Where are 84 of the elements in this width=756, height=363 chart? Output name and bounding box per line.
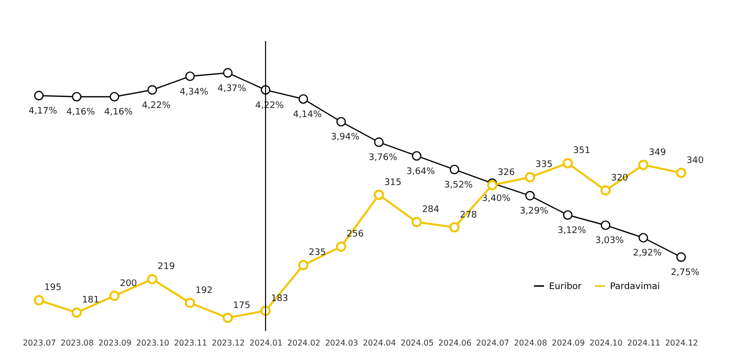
point <box>147 85 158 95</box>
data-label: 315 <box>384 178 402 188</box>
point <box>525 190 535 200</box>
point <box>374 190 384 200</box>
data-label: 4,17% <box>28 106 58 117</box>
x-tick-label: 2023.10 <box>136 338 170 348</box>
data-label: 3,03% <box>595 236 624 246</box>
x-tick-label: 2024.12 <box>665 338 698 348</box>
x-tick-label: 2024.05 <box>400 338 434 348</box>
x-tick-label: 2024.10 <box>590 338 623 348</box>
point <box>562 158 573 168</box>
data-label: 326 <box>498 168 516 178</box>
data-label: 200 <box>120 278 138 289</box>
point <box>222 68 233 78</box>
x-tick-label: 2024.03 <box>325 338 358 348</box>
x-tick-label: 2023.07 <box>22 338 56 348</box>
data-label: 340 <box>686 156 704 166</box>
point <box>336 241 346 252</box>
x-tick-label: 2023.11 <box>174 338 208 348</box>
point <box>562 210 573 220</box>
data-label: 2,92% <box>633 248 662 259</box>
point <box>374 137 384 147</box>
data-label: 195 <box>44 283 62 294</box>
point <box>412 151 422 161</box>
data-label: 3,64% <box>406 166 436 177</box>
point <box>71 307 82 318</box>
x-tick-label: 2023.12 <box>212 338 245 348</box>
x-tick-label: 2024.09 <box>552 338 585 348</box>
data-label: 4,34% <box>180 87 209 98</box>
point <box>298 260 309 270</box>
data-label: 349 <box>648 148 666 158</box>
data-label: 3,76% <box>368 153 398 164</box>
legend-label: Euribor <box>549 282 582 292</box>
point <box>222 312 233 323</box>
x-tick-label: 2024.11 <box>627 338 660 348</box>
point <box>487 180 498 190</box>
data-label: 175 <box>233 300 250 311</box>
point <box>185 71 195 82</box>
point <box>450 164 460 174</box>
x-tick-label: 2023.08 <box>60 338 94 348</box>
point <box>638 160 649 170</box>
data-label: 351 <box>573 146 590 156</box>
point <box>638 232 648 243</box>
data-label: 284 <box>422 205 440 216</box>
point <box>600 220 610 230</box>
x-tick-label: 2023.09 <box>98 338 132 348</box>
data-label: 4,14% <box>293 110 322 120</box>
data-label: 4,22% <box>142 100 171 111</box>
data-label: 3,29% <box>520 206 549 217</box>
point <box>524 172 536 182</box>
data-label: 219 <box>158 262 176 272</box>
x-tick-label: 2024.01 <box>250 338 283 348</box>
point <box>110 92 120 102</box>
data-label: 3,94% <box>330 132 360 143</box>
point <box>34 90 44 100</box>
data-label: 3,12% <box>557 226 587 236</box>
data-label: 335 <box>535 160 553 170</box>
x-tick-label: 2024.07 <box>476 338 510 348</box>
data-label: 4,16% <box>104 108 134 118</box>
data-label: 181 <box>82 296 100 306</box>
point <box>600 185 611 196</box>
point <box>184 298 196 308</box>
x-tick-label: 2024.04 <box>362 338 396 348</box>
data-label: 3,52% <box>444 180 474 191</box>
x-tick-label: 2024.06 <box>438 338 472 348</box>
legend-label: Pardavimai <box>610 282 660 292</box>
point <box>72 92 82 102</box>
point <box>449 222 460 232</box>
point <box>676 168 686 178</box>
data-label: 235 <box>308 248 326 258</box>
point <box>34 295 44 306</box>
point <box>411 216 422 228</box>
point <box>676 252 686 262</box>
data-label: 2,75% <box>670 268 700 278</box>
x-tick-label: 2024.02 <box>287 338 320 348</box>
x-tick-label: 2024.08 <box>514 338 548 348</box>
data-label: 4,37% <box>217 84 247 94</box>
data-label: 4,16% <box>66 108 96 118</box>
point <box>109 290 120 302</box>
point <box>298 94 308 104</box>
point <box>147 274 158 284</box>
point <box>336 116 346 127</box>
data-label: 192 <box>195 286 213 296</box>
data-label: 3,40% <box>482 194 511 204</box>
